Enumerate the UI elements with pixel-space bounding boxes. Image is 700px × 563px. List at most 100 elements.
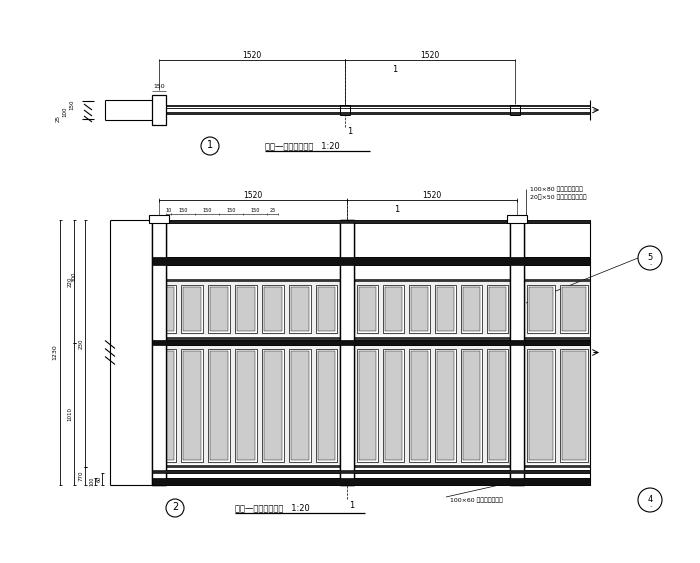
Bar [486,284,507,333]
Bar [437,351,454,459]
Text: 1520: 1520 [242,51,262,60]
Bar [489,351,505,459]
Bar [289,348,311,462]
Text: 1: 1 [207,140,213,150]
Text: 1230: 1230 [52,345,57,360]
Bar [384,351,402,459]
Text: 2: 2 [172,502,178,512]
Text: 5: 5 [648,252,652,261]
Bar [152,470,590,473]
Text: 栏杆—标准段立面图   1:20: 栏杆—标准段立面图 1:20 [235,503,309,512]
Text: 150: 150 [202,208,211,213]
Bar [210,351,228,459]
Bar [382,348,403,462]
Bar [210,287,228,330]
Text: 25: 25 [55,114,60,122]
Bar [152,220,590,223]
Bar [152,257,590,265]
Bar [318,351,335,459]
Bar [149,215,169,223]
Text: 100×80 满焊咖啡色塑木: 100×80 满焊咖啡色塑木 [530,186,583,192]
Bar [152,337,590,339]
Text: 10: 10 [165,208,172,213]
Bar [152,279,590,281]
Bar [356,348,377,462]
Bar [208,284,230,333]
Text: 1: 1 [347,127,353,136]
Text: 20厚×50 复合咖啡色塑木条: 20厚×50 复合咖啡色塑木条 [530,194,587,200]
Bar [356,284,377,333]
Bar [510,105,520,115]
Bar [528,287,552,330]
Bar [152,282,590,335]
Bar [435,284,456,333]
Text: 100×60 满焊咖啡色塑木: 100×60 满焊咖啡色塑木 [450,497,503,503]
Bar [528,351,552,459]
Bar [559,284,587,333]
Bar [409,348,430,462]
Bar [262,284,284,333]
Bar [237,287,255,330]
Bar [290,351,309,459]
Bar [510,220,524,485]
Bar [152,465,590,467]
Bar [358,287,375,330]
Text: 1: 1 [394,205,400,215]
Text: 1: 1 [393,65,398,74]
Bar [318,287,335,330]
Bar [155,348,176,462]
Bar [152,220,166,485]
Bar [289,284,311,333]
Bar [235,284,257,333]
Bar [152,340,590,345]
Bar [181,348,203,462]
Text: 150: 150 [251,208,260,213]
Bar [181,284,203,333]
Text: 栏杆—标准段平面图   1:20: 栏杆—标准段平面图 1:20 [265,141,340,150]
Text: 220: 220 [67,276,73,287]
Bar [382,284,403,333]
Text: 770: 770 [78,471,83,481]
Bar [358,351,375,459]
Bar [290,287,309,330]
Bar [340,105,350,115]
Bar [152,95,166,125]
Text: 150: 150 [178,208,188,213]
Bar [489,287,505,330]
Bar [183,287,201,330]
Bar [526,284,554,333]
Bar [410,351,428,459]
Bar [262,348,284,462]
Bar [507,215,527,223]
Text: 1: 1 [349,501,355,510]
Text: 1010: 1010 [67,407,73,421]
Bar [510,220,524,485]
Bar [486,348,507,462]
Bar [340,220,354,485]
Bar [559,348,587,462]
Bar [152,257,590,265]
Bar [152,478,590,485]
Bar [526,348,554,462]
Bar [157,287,174,330]
Text: 25: 25 [270,208,276,213]
Bar [437,287,454,330]
Bar [461,284,482,333]
Text: 300: 300 [71,271,76,282]
Text: 4: 4 [648,494,652,503]
Bar [463,287,480,330]
Bar [410,287,428,330]
Text: 60: 60 [97,476,102,482]
Text: 1520: 1520 [421,51,440,60]
Bar [264,287,282,330]
Bar [155,284,176,333]
Bar [152,346,590,464]
Text: 100: 100 [90,477,95,486]
Bar [152,470,590,473]
Text: 150: 150 [226,208,236,213]
Text: 230: 230 [78,338,83,348]
Text: 150: 150 [69,100,74,110]
Bar [340,220,354,485]
Bar [435,348,456,462]
Bar [461,348,482,462]
